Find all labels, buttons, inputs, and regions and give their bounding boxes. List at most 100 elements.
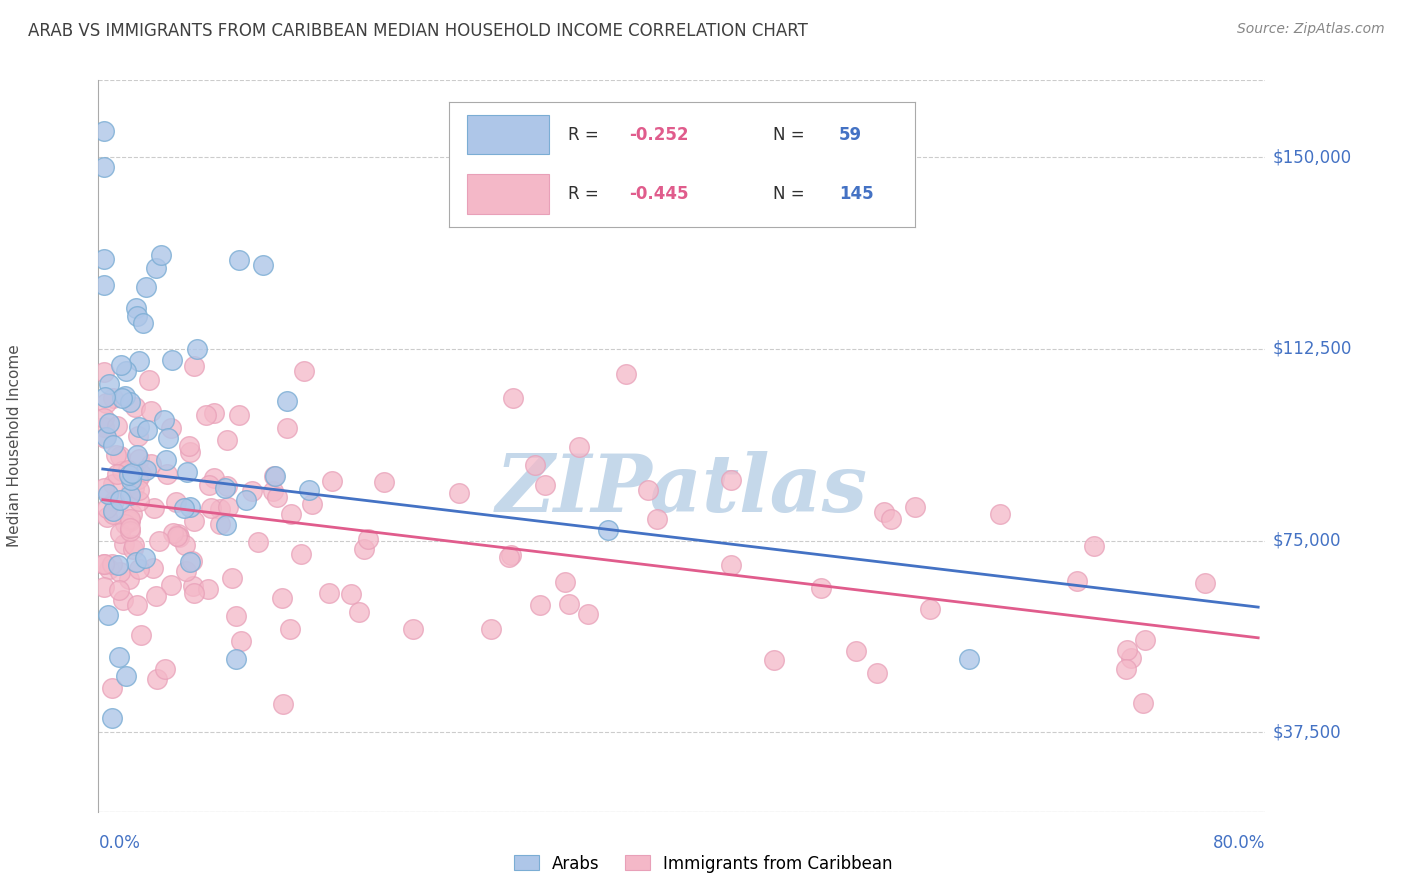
Immigrants from Caribbean	[146, 673, 169, 687]
Immigrants from Caribbean	[141, 458, 163, 472]
Text: N =: N =	[773, 126, 810, 144]
Text: 0.0%: 0.0%	[98, 834, 141, 852]
Immigrants from Caribbean	[502, 391, 524, 405]
Immigrants from Caribbean	[904, 500, 927, 514]
Immigrants from Caribbean	[142, 500, 165, 515]
Immigrants from Caribbean	[529, 598, 551, 612]
Immigrants from Caribbean	[142, 561, 165, 575]
Text: R =: R =	[568, 186, 605, 203]
Arabs	[957, 652, 980, 666]
Immigrants from Caribbean	[93, 419, 115, 434]
Immigrants from Caribbean	[105, 467, 128, 481]
Text: -0.252: -0.252	[628, 126, 688, 144]
Immigrants from Caribbean	[263, 468, 285, 483]
Text: $75,000: $75,000	[1272, 532, 1341, 549]
Immigrants from Caribbean	[101, 681, 124, 695]
Immigrants from Caribbean	[228, 408, 250, 422]
Arabs	[125, 448, 148, 462]
Immigrants from Caribbean	[129, 467, 152, 481]
Arabs	[179, 555, 201, 569]
Immigrants from Caribbean	[845, 644, 868, 658]
Immigrants from Caribbean	[160, 578, 183, 592]
Immigrants from Caribbean	[1066, 574, 1088, 588]
Legend: Arabs, Immigrants from Caribbean: Arabs, Immigrants from Caribbean	[508, 848, 898, 880]
Text: Median Household Income: Median Household Income	[7, 344, 21, 548]
Immigrants from Caribbean	[121, 508, 143, 522]
Arabs	[173, 500, 195, 515]
Arabs	[111, 391, 134, 405]
Arabs	[125, 309, 148, 323]
Immigrants from Caribbean	[246, 534, 269, 549]
Immigrants from Caribbean	[110, 565, 132, 579]
Arabs	[152, 413, 174, 427]
Immigrants from Caribbean	[645, 512, 668, 526]
Immigrants from Caribbean	[810, 581, 832, 595]
Arabs	[115, 668, 138, 682]
Immigrants from Caribbean	[94, 395, 117, 409]
Arabs	[150, 248, 173, 262]
Text: -0.445: -0.445	[628, 186, 688, 203]
Immigrants from Caribbean	[270, 591, 292, 605]
Immigrants from Caribbean	[266, 490, 288, 504]
Arabs	[298, 483, 321, 497]
Immigrants from Caribbean	[501, 548, 523, 562]
Immigrants from Caribbean	[110, 449, 132, 463]
Immigrants from Caribbean	[162, 526, 184, 541]
Immigrants from Caribbean	[523, 458, 546, 473]
Immigrants from Caribbean	[127, 429, 149, 443]
Immigrants from Caribbean	[138, 373, 160, 387]
Immigrants from Caribbean	[1194, 575, 1216, 590]
Immigrants from Caribbean	[215, 433, 238, 447]
Immigrants from Caribbean	[179, 445, 201, 459]
Immigrants from Caribbean	[160, 421, 183, 435]
Immigrants from Caribbean	[128, 483, 150, 498]
Arabs	[108, 649, 131, 664]
Arabs	[120, 395, 142, 409]
Immigrants from Caribbean	[118, 572, 141, 586]
Text: 80.0%: 80.0%	[1213, 834, 1265, 852]
Text: $112,500: $112,500	[1272, 340, 1351, 358]
Immigrants from Caribbean	[93, 557, 115, 571]
Immigrants from Caribbean	[262, 483, 284, 498]
Arabs	[264, 469, 287, 483]
Arabs	[120, 488, 142, 502]
Arabs	[179, 500, 201, 514]
Immigrants from Caribbean	[873, 505, 896, 519]
Immigrants from Caribbean	[156, 467, 179, 481]
Immigrants from Caribbean	[181, 554, 204, 568]
Arabs	[156, 431, 179, 445]
Text: R =: R =	[568, 126, 605, 144]
Immigrants from Caribbean	[183, 586, 205, 600]
Immigrants from Caribbean	[347, 606, 370, 620]
Immigrants from Caribbean	[280, 508, 302, 522]
Immigrants from Caribbean	[554, 574, 576, 589]
Immigrants from Caribbean	[197, 582, 219, 596]
Arabs	[128, 354, 150, 368]
Arabs	[101, 438, 124, 452]
Immigrants from Caribbean	[101, 476, 124, 491]
Arabs	[110, 493, 132, 508]
Immigrants from Caribbean	[534, 478, 557, 492]
Immigrants from Caribbean	[202, 406, 225, 420]
Immigrants from Caribbean	[103, 508, 125, 522]
Immigrants from Caribbean	[720, 558, 742, 572]
Arabs	[228, 252, 250, 267]
Arabs	[134, 550, 156, 565]
Arabs	[215, 518, 238, 533]
Immigrants from Caribbean	[208, 501, 231, 516]
Immigrants from Caribbean	[202, 471, 225, 485]
Arabs	[145, 261, 167, 276]
Immigrants from Caribbean	[103, 494, 125, 508]
Arabs	[94, 390, 117, 404]
Immigrants from Caribbean	[118, 515, 141, 529]
Immigrants from Caribbean	[498, 549, 520, 564]
Text: Source: ZipAtlas.com: Source: ZipAtlas.com	[1237, 22, 1385, 37]
Immigrants from Caribbean	[318, 586, 340, 600]
Immigrants from Caribbean	[225, 609, 247, 624]
Immigrants from Caribbean	[128, 493, 150, 508]
Immigrants from Caribbean	[104, 448, 127, 462]
Immigrants from Caribbean	[122, 542, 145, 557]
Arabs	[155, 453, 177, 467]
Text: ARAB VS IMMIGRANTS FROM CARIBBEAN MEDIAN HOUSEHOLD INCOME CORRELATION CHART: ARAB VS IMMIGRANTS FROM CARIBBEAN MEDIAN…	[28, 22, 808, 40]
Immigrants from Caribbean	[353, 542, 375, 557]
